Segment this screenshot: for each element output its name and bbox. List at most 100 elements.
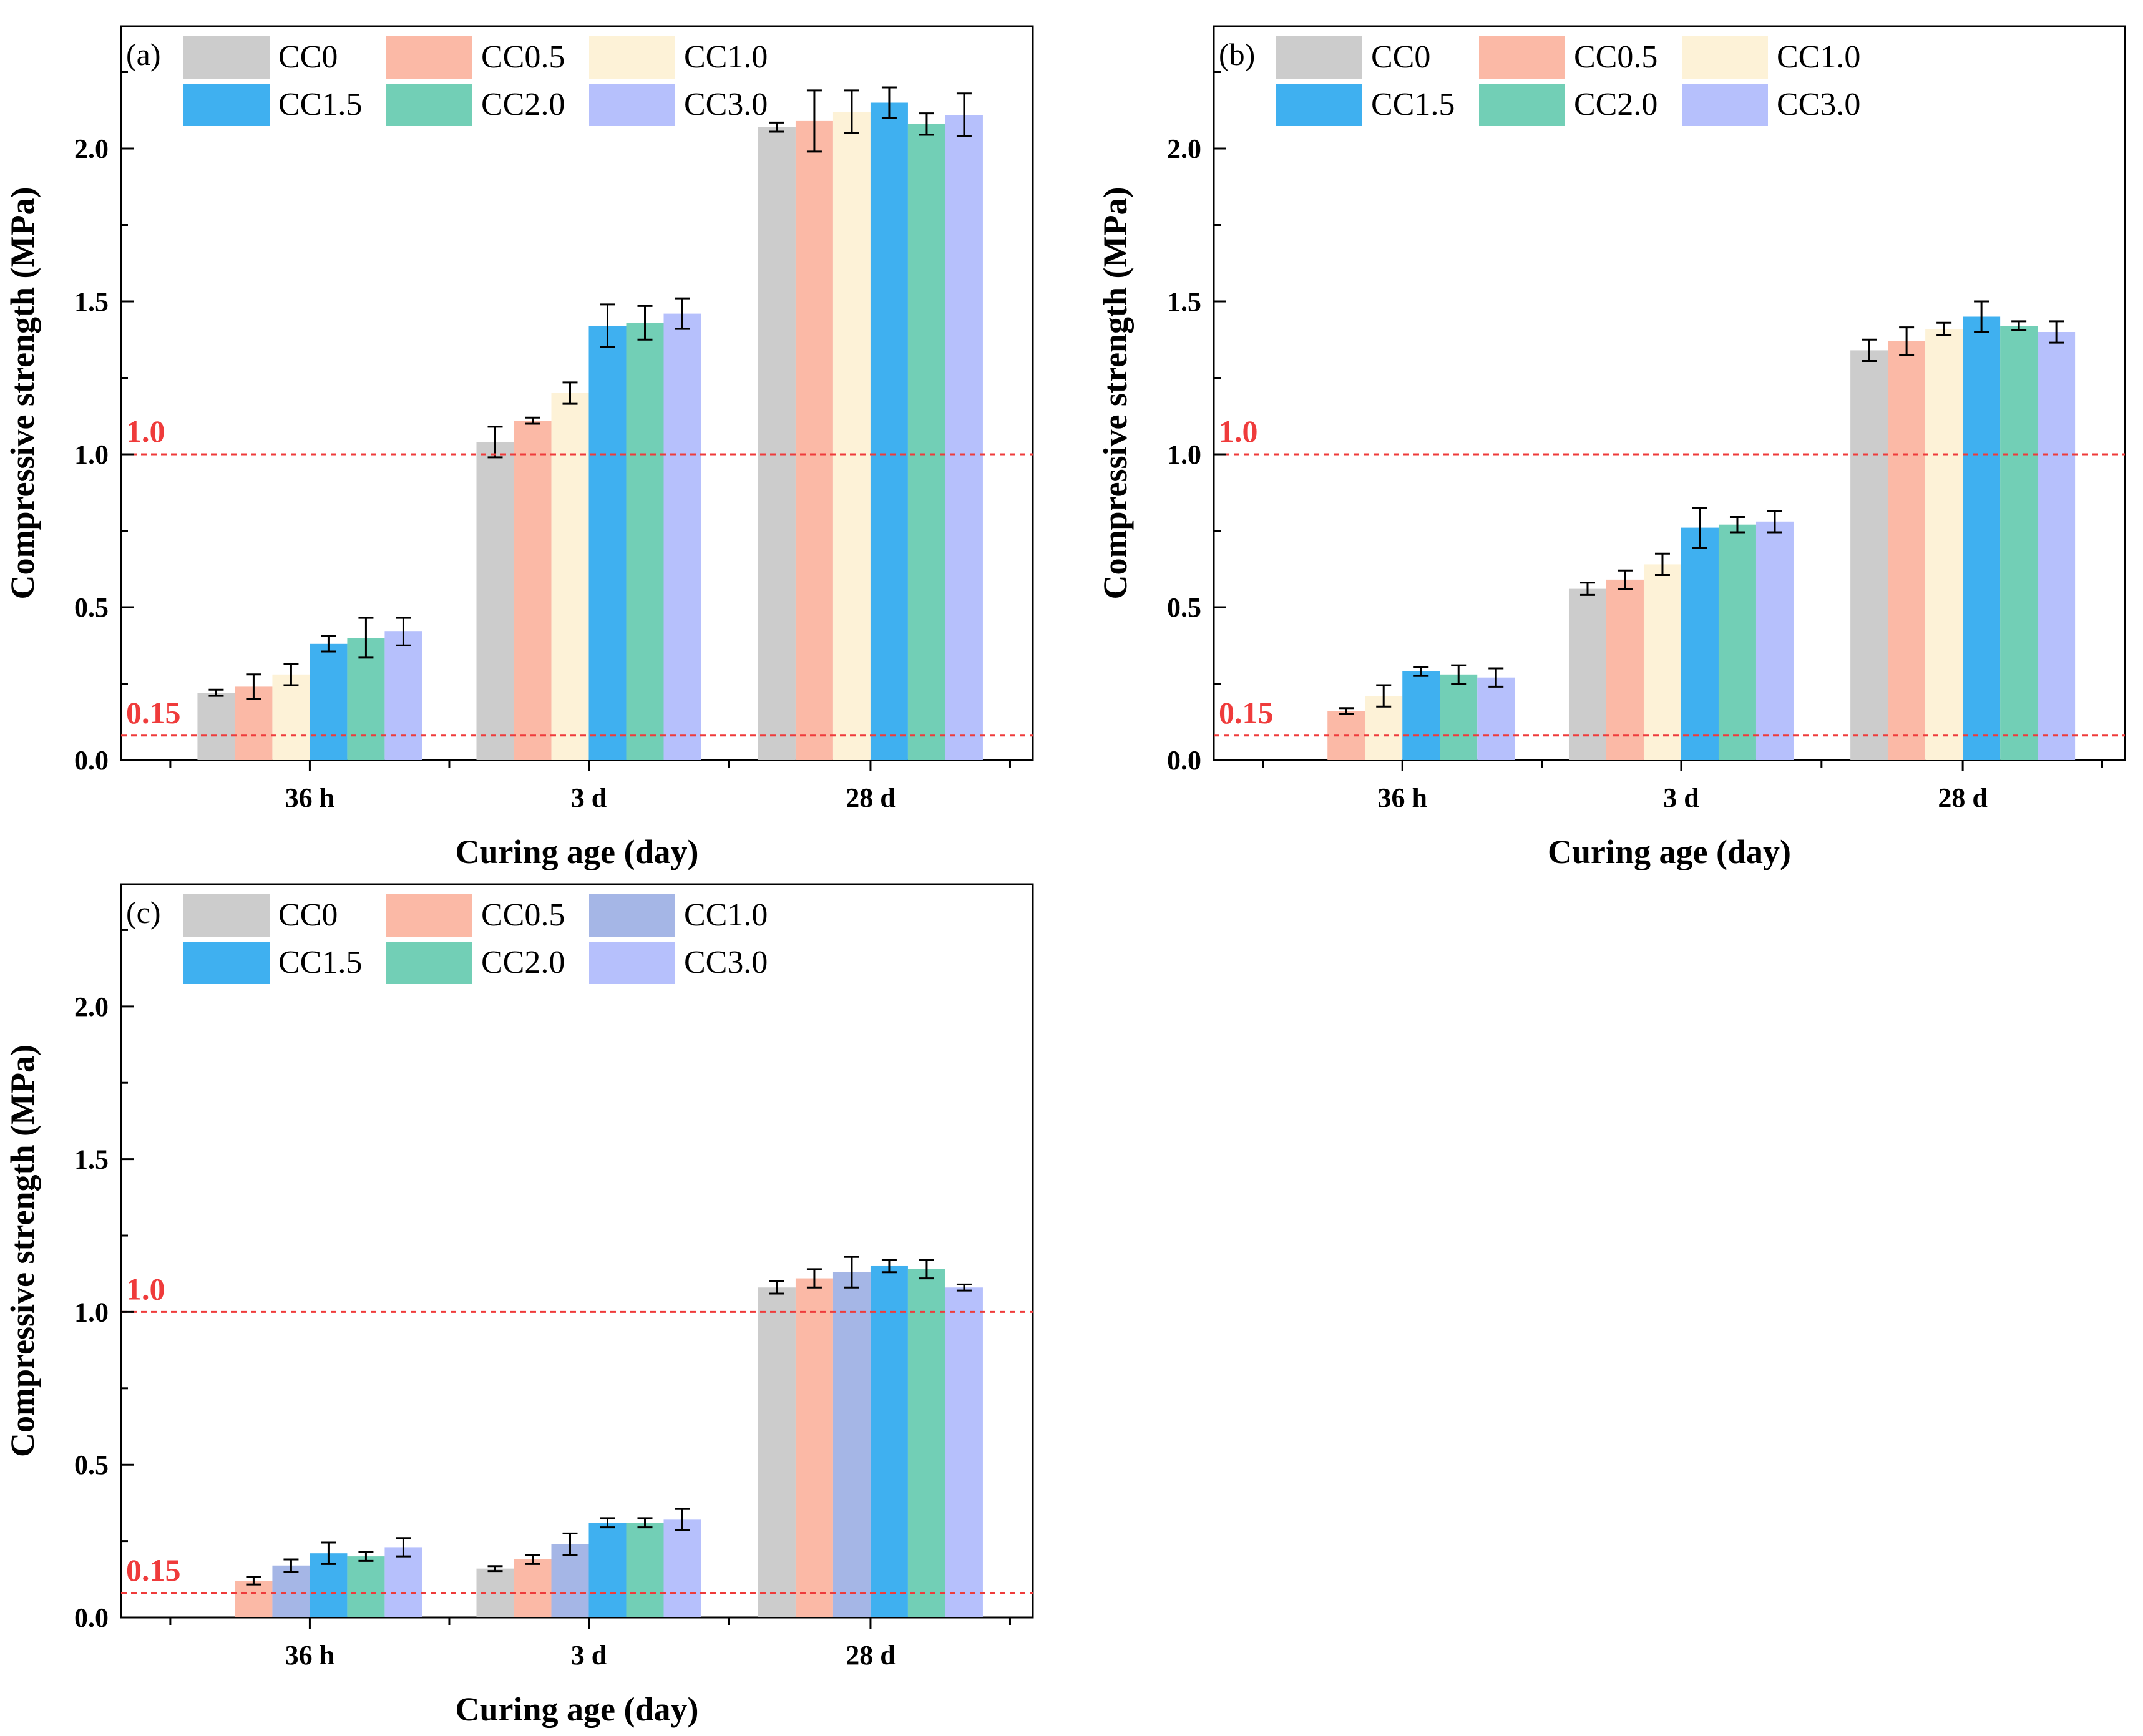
bar-CC2.0-36 h [1440,674,1478,760]
legend-swatch-CC1.0 [589,894,675,937]
y-axis-title: Compressive strength (MPa) [4,1045,41,1457]
y-tick-label: 1.5 [74,286,109,317]
bar-CC1.5-3 d [588,1523,627,1617]
reference-label-1.0: 1.0 [126,1271,165,1306]
legend-label-CC1.5: CC1.5 [278,87,362,122]
y-tick-label: 0.0 [1167,745,1201,776]
legend-swatch-CC1.5 [1276,84,1362,126]
legend-label-CC0: CC0 [278,39,338,75]
bar-CC1.0-36 h [272,1565,310,1617]
panel-label: (c) [126,895,161,930]
legend-swatch-CC0 [183,36,270,79]
legend-label-CC0.5: CC0.5 [1574,39,1657,75]
x-tick-label: 36 h [1377,783,1427,813]
y-tick-label: 1.5 [1167,286,1201,317]
y-tick-label: 0.5 [74,1450,109,1480]
bar-CC1.0-3 d [1643,564,1681,760]
bar-CC3.0-3 d [663,1519,701,1617]
bar-CC1.5-28 d [870,1265,908,1617]
y-tick-label: 2.0 [74,992,109,1022]
y-tick-label: 1.0 [74,439,109,470]
x-tick-label: 3 d [1663,783,1699,813]
y-axis-title: Compressive strength (MPa) [4,187,41,600]
bar-CC2.0-28 d [907,124,945,761]
bar-CC3.0-28 d [945,115,983,761]
legend-label-CC3.0: CC3.0 [1777,87,1860,122]
bar-CC1.0-28 d [832,112,871,761]
y-tick-label: 1.0 [1167,439,1201,470]
chart-panel-1: 1.0 0.15 0.0 0.5 1.0 1.5 2.0 36 h 3 d 28 d Curing … [1096,25,2126,870]
bar-CC0.5-3 d [514,421,552,760]
legend-swatch-CC1.5 [183,942,270,984]
legend-swatch-CC1.5 [183,84,270,126]
chart-panel-0: 1.0 0.15 0.0 0.5 1.0 1.5 2.0 36 h 3 d 28 d Curing … [4,25,1034,870]
legend-label-CC1.5: CC1.5 [278,945,362,980]
panel-label: (a) [126,37,161,72]
bar-CC0.5-36 h [235,1581,273,1617]
panel-label: (b) [1219,37,1255,72]
bar-CC1.5-36 h [1402,671,1440,760]
bar-CC0-3 d [476,442,514,760]
bar-CC3.0-28 d [2038,332,2076,760]
y-tick-label: 1.5 [74,1144,109,1175]
bar-CC3.0-28 d [945,1287,983,1617]
legend-swatch-CC0.5 [386,894,472,937]
bar-CC1.0-3 d [551,393,589,760]
legend-swatch-CC0 [1276,36,1362,79]
legend-swatch-CC0.5 [386,36,472,79]
bar-CC3.0-36 h [1477,677,1515,760]
legend: CC0 CC0.5 CC1.0 CC1.5 CC2.0 CC3.0 [183,36,768,126]
reference-label-0.15: 0.15 [126,695,181,730]
legend: CC0 CC0.5 CC1.0 CC1.5 CC2.0 CC3.0 [1276,36,1860,126]
bar-CC2.0-3 d [1718,524,1756,760]
legend-label-CC0: CC0 [1371,39,1430,75]
y-tick-label: 0.5 [1167,592,1201,623]
bar-CC1.0-28 d [832,1272,871,1617]
x-axis-title: Curing age (day) [456,1690,699,1728]
bar-CC1.5-36 h [310,643,348,760]
bar-CC3.0-3 d [663,313,701,761]
bar-CC2.0-3 d [626,1523,664,1617]
legend-swatch-CC3.0 [589,942,675,984]
bar-CC1.5-28 d [870,102,908,760]
bar-CC0.5-28 d [795,120,833,760]
legend-label-CC3.0: CC3.0 [684,945,768,980]
bar-CC1.0-3 d [551,1544,589,1617]
reference-label-1.0: 1.0 [1219,414,1258,449]
legend-label-CC2.0: CC2.0 [481,945,565,980]
legend-swatch-CC2.0 [386,942,472,984]
bar-CC0.5-3 d [514,1559,552,1617]
legend-swatch-CC3.0 [589,84,675,126]
reference-label-0.15: 0.15 [1219,695,1274,730]
x-tick-label: 28 d [846,1640,895,1670]
legend-label-CC2.0: CC2.0 [481,87,565,122]
y-tick-label: 2.0 [74,134,109,164]
legend-label-CC3.0: CC3.0 [684,87,768,122]
bar-CC2.0-36 h [347,1556,385,1617]
y-tick-label: 2.0 [1167,134,1201,164]
bar-CC0.5-28 d [795,1278,833,1617]
chart-panel-2: 1.0 0.15 0.0 0.5 1.0 1.5 2.0 36 h 3 d 28 d Curing … [4,883,1034,1728]
legend-label-CC1.0: CC1.0 [1777,39,1860,75]
x-tick-label: 28 d [846,783,895,813]
bar-CC3.0-3 d [1755,521,1794,760]
bar-CC0-28 d [758,1287,796,1617]
legend-label-CC1.5: CC1.5 [1371,87,1455,122]
bar-CC0-28 d [758,127,796,760]
y-axis-title: Compressive strength (MPa) [1096,187,1134,600]
legend-label-CC2.0: CC2.0 [1574,87,1657,122]
legend-label-CC1.0: CC1.0 [684,897,768,933]
y-tick-label: 0.0 [74,745,109,776]
x-tick-label: 36 h [285,1640,334,1670]
legend: CC0 CC0.5 CC1.0 CC1.5 CC2.0 CC3.0 [183,894,768,984]
x-axis-title: Curing age (day) [456,833,699,870]
bar-CC3.0-36 h [384,631,422,760]
legend-swatch-CC2.0 [386,84,472,126]
bar-CC3.0-36 h [384,1547,422,1617]
bar-CC0.5-28 d [1888,341,1926,760]
legend-label-CC0.5: CC0.5 [481,39,565,75]
reference-label-1.0: 1.0 [126,414,165,449]
legend-label-CC1.0: CC1.0 [684,39,768,75]
legend-swatch-CC2.0 [1479,84,1565,126]
